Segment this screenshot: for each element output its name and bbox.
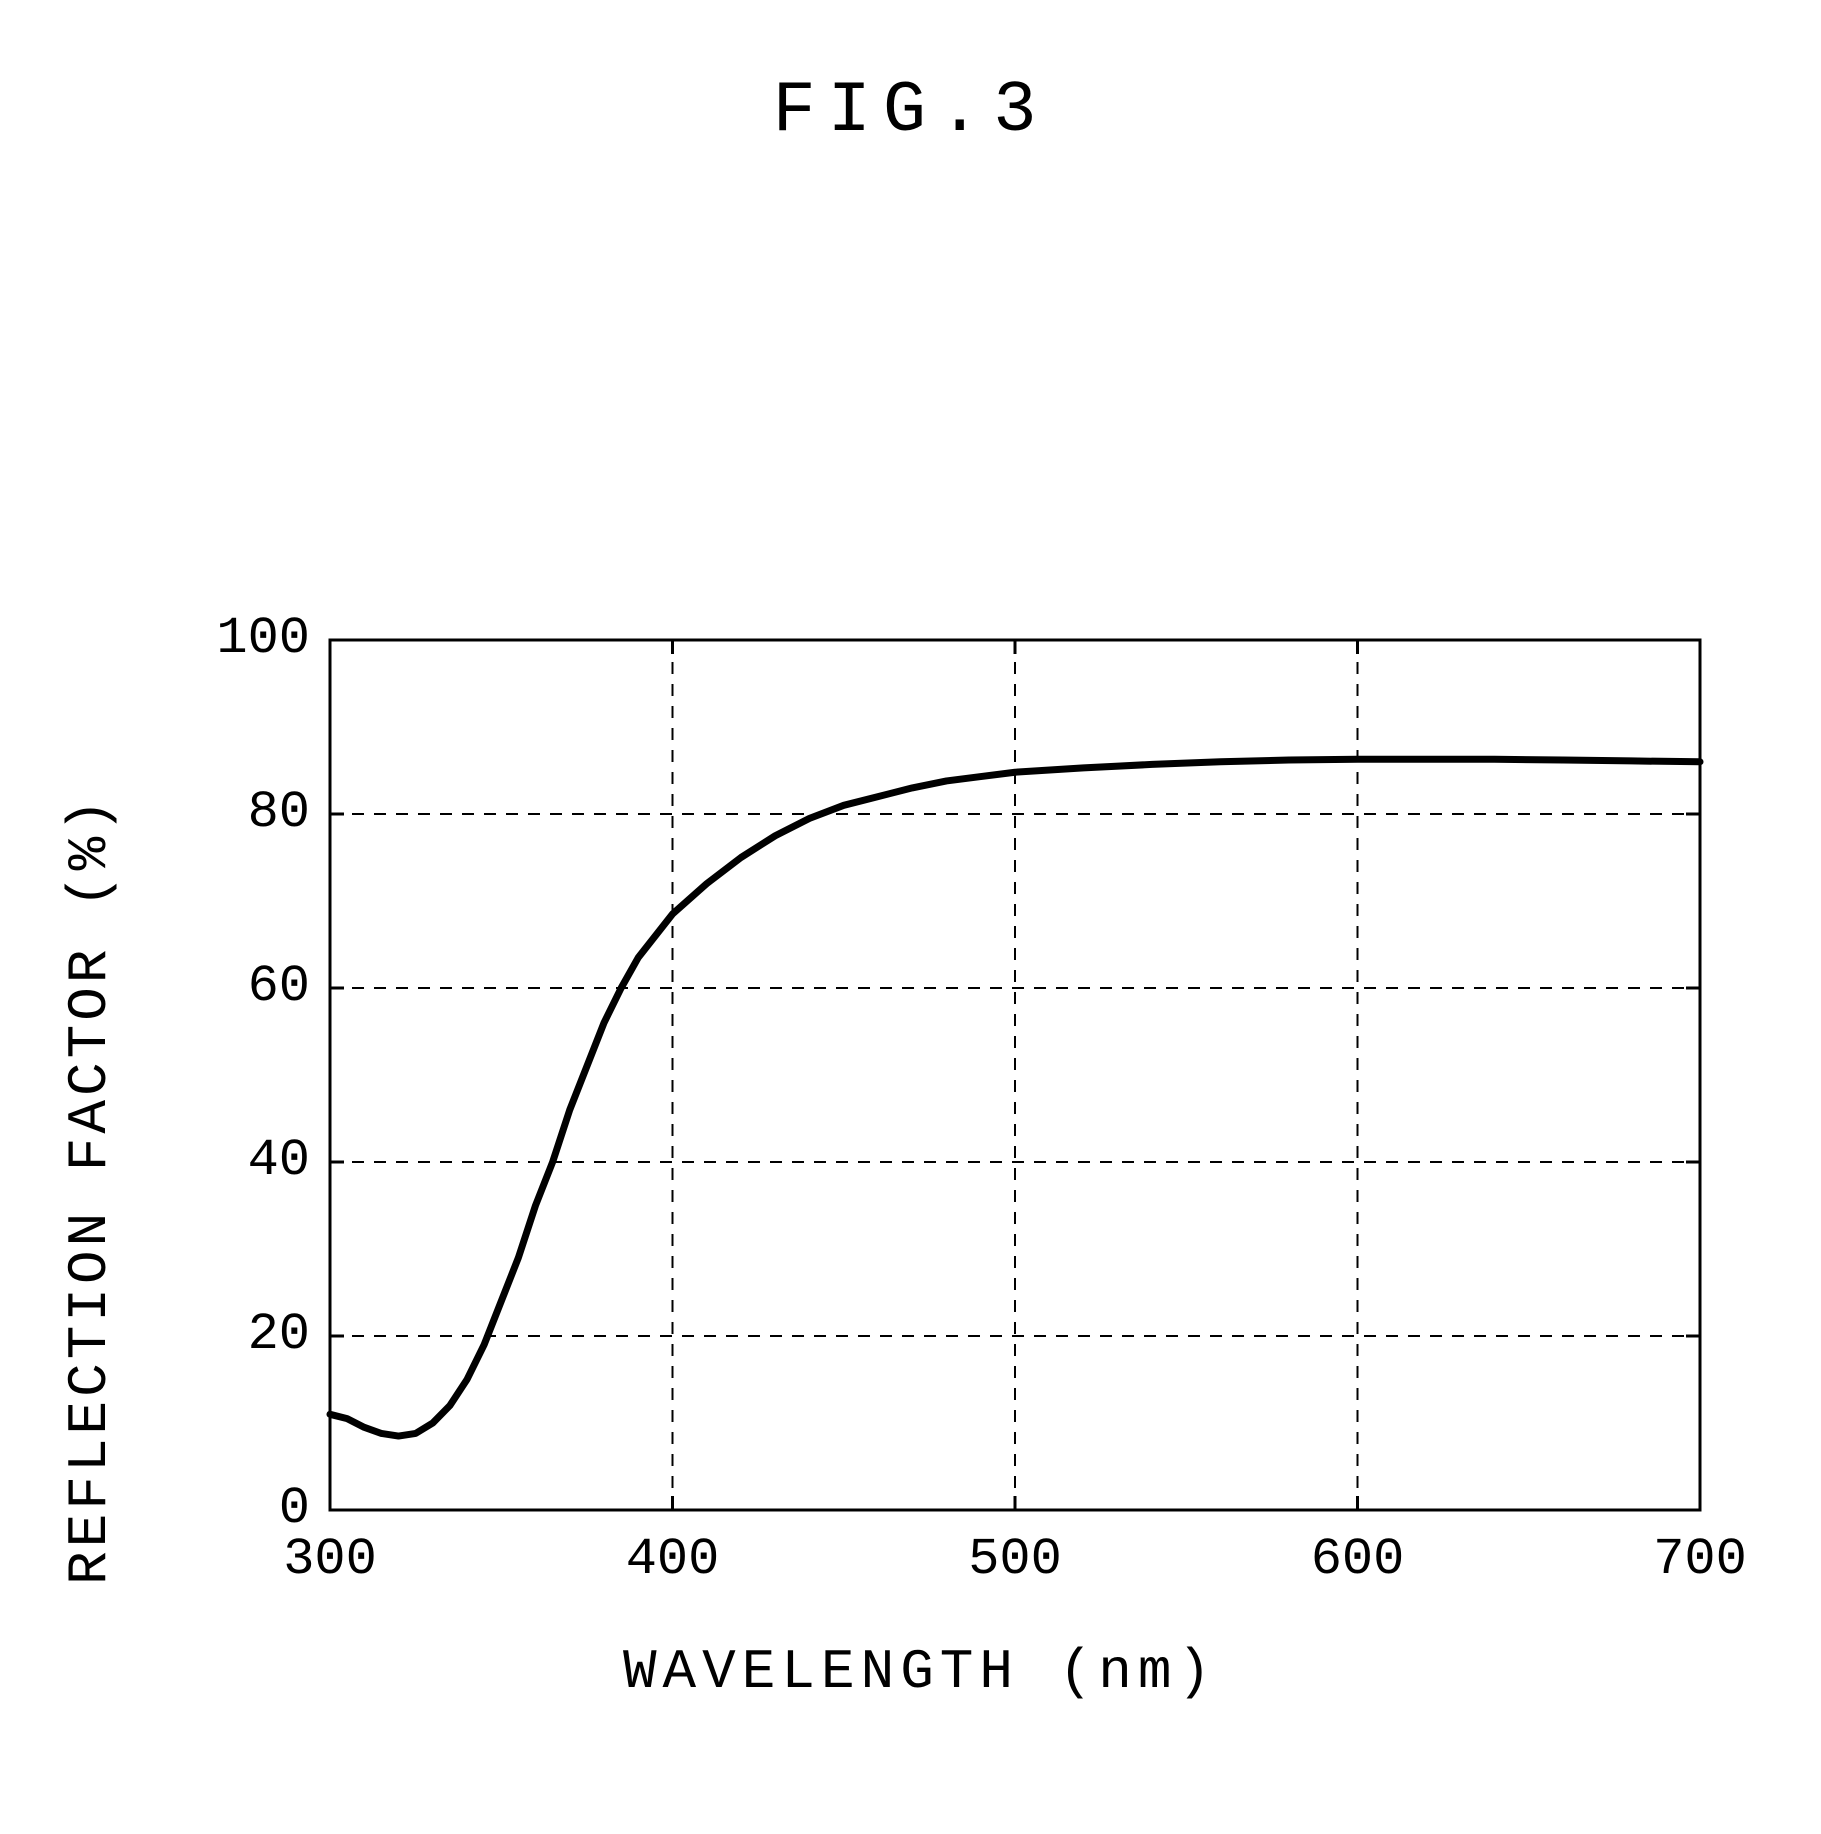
x-tick-label: 300 — [250, 1530, 410, 1589]
x-tick-label: 700 — [1620, 1530, 1780, 1589]
y-tick-label: 20 — [170, 1305, 310, 1364]
y-tick-label: 40 — [170, 1131, 310, 1190]
chart-container: REFLECTION FACTOR (%) 020406080100 30040… — [120, 640, 1720, 1740]
page: FIG.3 REFLECTION FACTOR (%) 0 20 40 60 80 100… — [0, 0, 1821, 1834]
x-axis-label: WAVELENGTH (nm) — [120, 1640, 1720, 1704]
x-tick-label: 500 — [935, 1530, 1095, 1589]
figure-title: FIG.3 — [0, 70, 1821, 152]
chart-plot-svg — [290, 600, 1740, 1550]
x-tick-label: 400 — [593, 1530, 753, 1589]
x-tick-label: 600 — [1278, 1530, 1438, 1589]
y-tick-label: 60 — [170, 957, 310, 1016]
y-axis-label: REFLECTION FACTOR (%) — [58, 795, 122, 1585]
y-tick-label: 0 — [170, 1479, 310, 1538]
y-tick-label: 80 — [170, 783, 310, 842]
y-tick-label: 100 — [170, 609, 310, 668]
